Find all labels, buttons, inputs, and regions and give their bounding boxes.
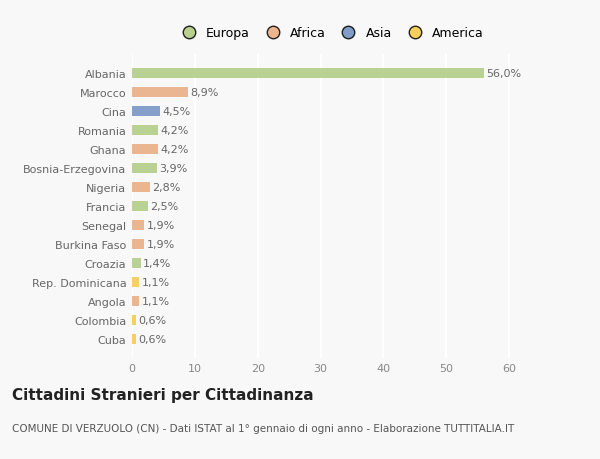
Text: 1,9%: 1,9% — [146, 220, 175, 230]
Bar — [132, 334, 136, 344]
Text: 2,5%: 2,5% — [150, 202, 178, 212]
Text: Cittadini Stranieri per Cittadinanza: Cittadini Stranieri per Cittadinanza — [12, 387, 314, 403]
Bar — [132, 296, 139, 307]
Bar — [132, 69, 484, 79]
Text: 2,8%: 2,8% — [152, 183, 181, 193]
Text: 3,9%: 3,9% — [159, 164, 187, 174]
Text: 56,0%: 56,0% — [487, 69, 521, 79]
Bar — [132, 106, 160, 117]
Bar — [132, 277, 139, 287]
Text: 4,5%: 4,5% — [163, 107, 191, 117]
Bar — [132, 126, 158, 136]
Text: 1,4%: 1,4% — [143, 258, 172, 269]
Text: 0,6%: 0,6% — [138, 315, 166, 325]
Legend: Europa, Africa, Asia, America: Europa, Africa, Asia, America — [171, 22, 489, 45]
Bar — [132, 182, 149, 193]
Bar — [132, 145, 158, 155]
Text: 1,1%: 1,1% — [142, 277, 170, 287]
Text: COMUNE DI VERZUOLO (CN) - Dati ISTAT al 1° gennaio di ogni anno - Elaborazione T: COMUNE DI VERZUOLO (CN) - Dati ISTAT al … — [12, 424, 514, 433]
Bar — [132, 239, 144, 250]
Bar — [132, 258, 141, 269]
Text: 1,9%: 1,9% — [146, 240, 175, 249]
Text: 0,6%: 0,6% — [138, 334, 166, 344]
Bar — [132, 88, 188, 98]
Bar — [132, 202, 148, 212]
Bar — [132, 220, 144, 231]
Text: 4,2%: 4,2% — [161, 126, 189, 136]
Text: 8,9%: 8,9% — [190, 88, 219, 98]
Text: 1,1%: 1,1% — [142, 296, 170, 306]
Bar — [132, 163, 157, 174]
Text: 4,2%: 4,2% — [161, 145, 189, 155]
Bar — [132, 315, 136, 325]
